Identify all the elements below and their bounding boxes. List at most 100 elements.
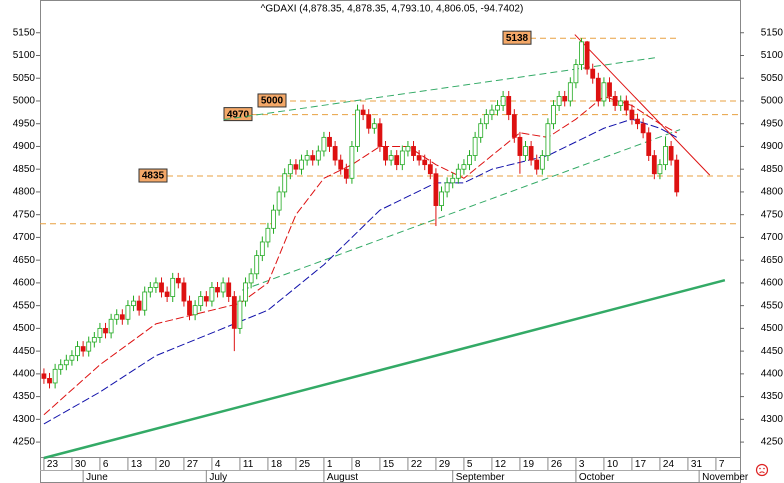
x-tick-label: 6 — [103, 459, 109, 470]
candle-body — [52, 368, 58, 384]
candle-body — [399, 150, 405, 166]
candle-body — [136, 300, 142, 311]
candle-body — [86, 341, 92, 352]
candle-body — [282, 173, 288, 193]
candle-body — [371, 123, 377, 129]
candle-body — [231, 296, 237, 329]
y-tick-label: 5150 — [13, 27, 36, 38]
candle-body — [170, 277, 176, 297]
x-tick-label: 23 — [47, 459, 59, 470]
trendline — [574, 34, 711, 176]
candle-body — [360, 109, 366, 116]
candle-body — [220, 282, 226, 293]
y-tick-label: 4500 — [761, 323, 784, 334]
candle-body — [483, 114, 489, 125]
candle-body — [215, 287, 220, 293]
candle-body — [567, 82, 573, 102]
candle-body — [394, 155, 400, 166]
candle-body — [545, 123, 551, 156]
y-tick-label: 4650 — [761, 255, 784, 266]
candle-body — [562, 96, 568, 102]
candle-body — [539, 155, 545, 170]
candle-body — [119, 314, 125, 320]
candle-body — [635, 118, 640, 125]
candle-body — [411, 146, 416, 156]
candle-body — [153, 282, 159, 288]
y-tick-label: 4950 — [761, 118, 784, 129]
candle-body — [433, 173, 439, 206]
candle-body — [265, 227, 271, 243]
y-tick-label: 4800 — [761, 187, 784, 198]
x-tick-label: 7 — [719, 459, 725, 470]
level-label: 4835 — [142, 171, 165, 182]
x-tick-label: 4 — [215, 459, 221, 470]
candle-body — [551, 105, 556, 125]
candle-body — [299, 159, 304, 170]
candle-body — [461, 164, 467, 170]
trendline — [43, 278, 726, 460]
y-tick-label: 4800 — [13, 187, 36, 198]
month-label: July — [209, 472, 227, 483]
candle-body — [674, 159, 680, 193]
candle-body — [338, 159, 344, 170]
candle-body — [612, 96, 618, 106]
candle-body — [91, 337, 97, 343]
y-tick-label: 4600 — [761, 278, 784, 289]
candle-body — [534, 159, 540, 170]
level-label-box — [502, 30, 532, 45]
level-label-box — [257, 93, 287, 108]
y-tick-label: 4650 — [13, 255, 36, 266]
candle-body — [142, 291, 148, 311]
y-tick-label: 4850 — [13, 164, 36, 175]
candle-body — [276, 191, 282, 211]
y-tick-label: 5100 — [13, 50, 36, 61]
x-tick-label: 15 — [383, 459, 395, 470]
candle-body — [590, 68, 596, 79]
y-tick-label: 4250 — [13, 437, 36, 448]
candle-body — [422, 159, 428, 166]
y-tick-label: 4900 — [13, 141, 36, 152]
x-tick-label: 31 — [691, 459, 703, 470]
candle-body — [528, 146, 534, 161]
candle-body — [310, 155, 316, 161]
x-tick-label: 26 — [551, 459, 563, 470]
candle-body — [455, 168, 461, 179]
y-tick-label: 4750 — [761, 209, 784, 220]
month-label: September — [456, 472, 506, 483]
trendline — [241, 129, 681, 291]
level-label-box — [138, 168, 168, 183]
y-tick-label: 4550 — [761, 300, 784, 311]
candle-body — [80, 346, 86, 352]
candle-body — [623, 100, 629, 111]
x-tick-label: 8 — [355, 459, 361, 470]
y-tick-label: 5100 — [761, 50, 784, 61]
x-tick-label: 18 — [271, 459, 283, 470]
y-tick-label: 4750 — [13, 209, 36, 220]
x-tick-label: 25 — [299, 459, 311, 470]
candle-body — [640, 123, 646, 134]
x-tick-label: 30 — [75, 459, 87, 470]
y-tick-label: 4400 — [13, 368, 36, 379]
candle-body — [601, 82, 607, 102]
month-label: November — [702, 472, 749, 483]
candle-body — [584, 41, 590, 70]
x-tick-label: 20 — [159, 459, 171, 470]
candle-body — [349, 146, 355, 179]
candle-body — [517, 136, 523, 156]
candle-body — [41, 373, 47, 379]
level-label: 5000 — [261, 96, 284, 107]
plot-frame — [40, 0, 741, 458]
candle-body — [271, 209, 276, 229]
candle-body — [646, 132, 652, 156]
candle-body — [131, 300, 136, 307]
candle-body — [226, 282, 232, 297]
y-tick-label: 4400 — [761, 368, 784, 379]
candle-body — [495, 105, 500, 111]
candle-body — [618, 100, 624, 106]
x-tick-label: 10 — [607, 459, 619, 470]
y-tick-label: 4450 — [13, 346, 36, 357]
candle-body — [651, 155, 657, 175]
candle-body — [304, 155, 310, 161]
candle-body — [478, 123, 484, 138]
x-tick-label: 27 — [187, 459, 199, 470]
